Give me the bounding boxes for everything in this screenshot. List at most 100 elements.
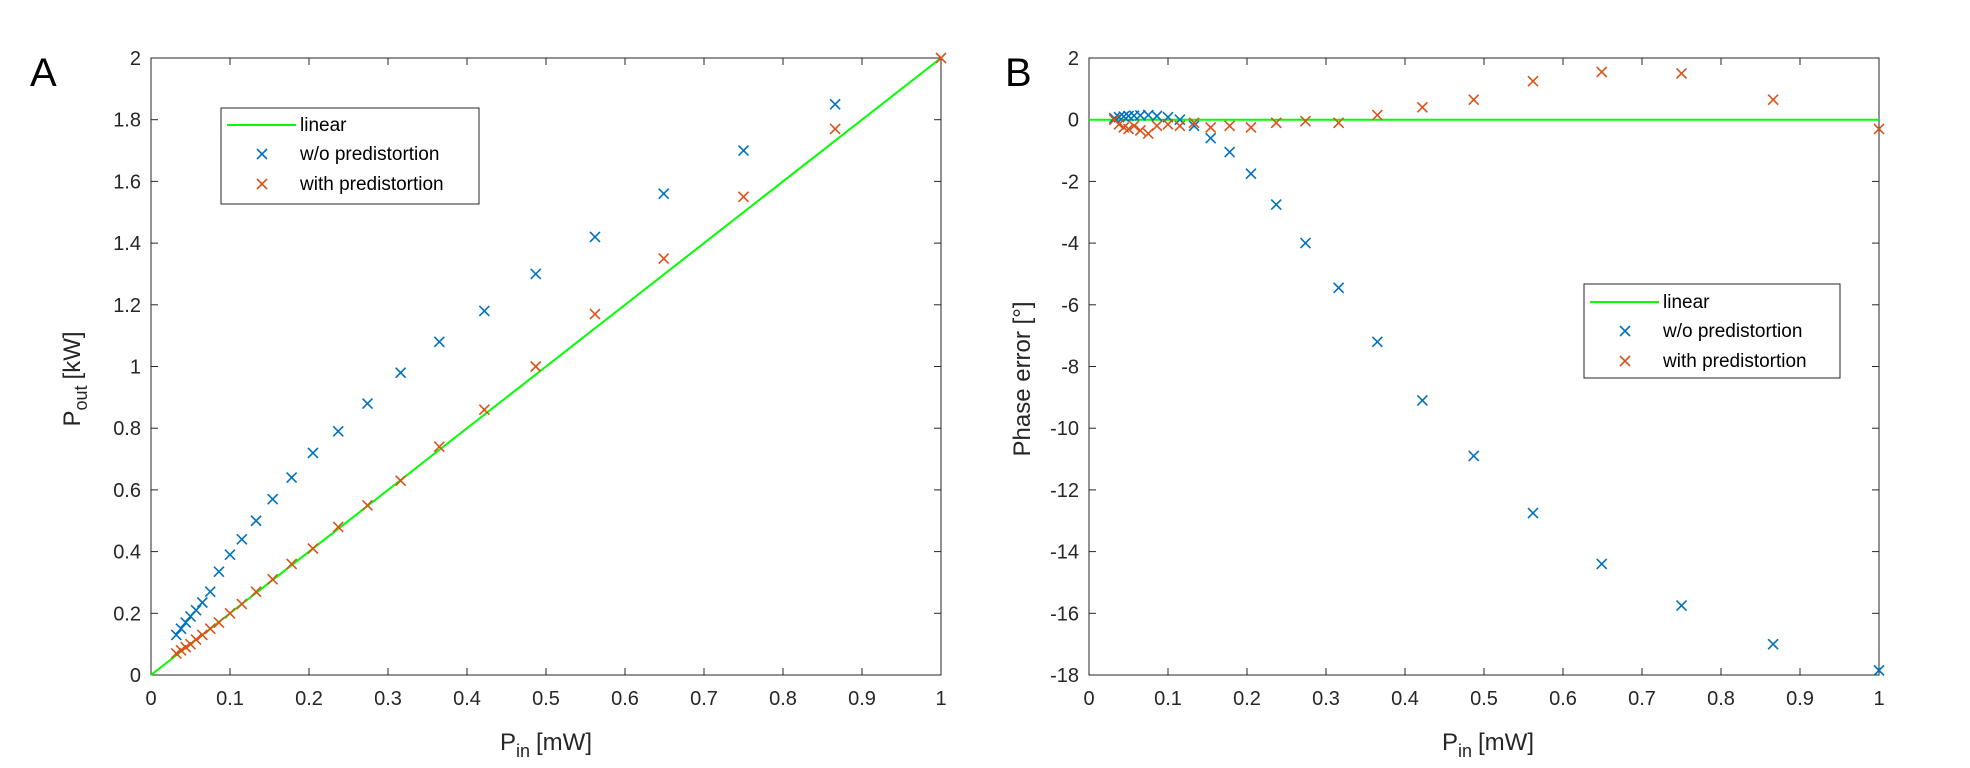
point-with-predistortion-b-stroke xyxy=(1188,117,1200,129)
point-with-predistortion-b-stroke xyxy=(1371,109,1383,121)
point-wo-predistortion-a xyxy=(332,425,344,437)
point-with-predistortion-b xyxy=(1188,117,1200,129)
point-wo-predistortion-b-stroke xyxy=(1675,600,1688,612)
x-tick-label-a: 0.7 xyxy=(690,688,718,710)
point-with-predistortion-b-stroke xyxy=(1299,115,1312,127)
x-tick-label-a: 0.9 xyxy=(848,688,876,710)
panel-a-ylabel: Pout [kW] xyxy=(59,331,91,426)
y-tick-label-b: -4 xyxy=(1061,233,1079,255)
point-wo-predistortion-a-stroke xyxy=(332,425,344,437)
point-wo-predistortion-a-stroke xyxy=(737,144,750,157)
point-wo-predistortion-a xyxy=(658,188,670,200)
y-tick-label-b: -12 xyxy=(1050,480,1079,502)
point-with-predistortion-a xyxy=(224,607,236,619)
x-tick-label-a: 0.2 xyxy=(295,688,323,710)
point-wo-predistortion-a-stroke xyxy=(658,188,670,200)
y-tick-label-a: 1.4 xyxy=(113,233,141,255)
point-wo-predistortion-a-stroke xyxy=(224,549,236,561)
point-with-predistortion-b xyxy=(1134,124,1146,137)
point-with-predistortion-b-stroke xyxy=(1596,66,1608,78)
y-tick-label-b: -10 xyxy=(1050,418,1079,440)
point-with-predistortion-a xyxy=(332,521,344,533)
point-wo-predistortion-b xyxy=(1596,558,1608,570)
point-wo-predistortion-a-stroke xyxy=(307,447,319,459)
x-tick-label-a: 0.8 xyxy=(769,688,797,710)
point-with-predistortion-a-stroke xyxy=(204,623,216,635)
point-wo-predistortion-b-stroke xyxy=(1371,336,1383,348)
point-with-predistortion-a-stroke xyxy=(250,586,262,598)
point-with-predistortion-a xyxy=(658,252,670,265)
x-tick-label-b: 0.4 xyxy=(1391,688,1419,710)
panel-a-ylabel-main: P xyxy=(59,411,86,427)
point-with-predistortion-a-stroke xyxy=(180,641,192,653)
series-linear-line-a xyxy=(150,57,942,676)
panel-a-ylabel-sub: out xyxy=(71,385,91,410)
legend-a-with-label: with predistortion xyxy=(299,174,444,195)
point-wo-predistortion-a-stroke xyxy=(829,98,841,110)
legend-b-wo-swatch xyxy=(1619,325,1631,337)
point-wo-predistortion-a xyxy=(190,604,202,616)
point-wo-predistortion-a xyxy=(478,305,490,317)
point-with-predistortion-a xyxy=(267,573,279,585)
point-wo-predistortion-b xyxy=(1371,336,1383,348)
panel-b: B 0 0.1 0.2 0.3 0.4 0.5 0.6 0.7 0.8 0.9 1 -18 -16 -14… xyxy=(1005,48,1885,761)
point-with-predistortion-a xyxy=(170,647,182,659)
legend-b-with-swatch xyxy=(1619,355,1631,367)
point-with-predistortion-a xyxy=(530,360,542,373)
point-with-predistortion-b-stroke xyxy=(1122,123,1135,135)
x-tick-label-b: 0.9 xyxy=(1786,688,1814,710)
point-with-predistortion-a xyxy=(395,475,407,487)
point-wo-predistortion-b xyxy=(1416,394,1428,407)
point-wo-predistortion-a xyxy=(433,336,445,348)
point-with-predistortion-b-stroke xyxy=(1162,118,1174,130)
point-wo-predistortion-a-stroke xyxy=(250,515,262,527)
point-wo-predistortion-a-stroke xyxy=(286,471,298,484)
point-with-predistortion-a-stroke xyxy=(935,52,947,64)
point-with-predistortion-b-stroke xyxy=(1134,124,1146,137)
y-tick-label-b: -8 xyxy=(1061,357,1079,379)
point-with-predistortion-b xyxy=(1468,94,1480,106)
panel-b-label: B xyxy=(1005,51,1032,95)
point-with-predistortion-b-stroke xyxy=(1245,121,1257,133)
point-wo-predistortion-b-stroke xyxy=(1188,120,1200,132)
point-with-predistortion-b xyxy=(1245,121,1257,133)
point-with-predistortion-a xyxy=(307,542,319,555)
point-wo-predistortion-a-stroke xyxy=(395,367,407,379)
point-wo-predistortion-b-stroke xyxy=(1270,198,1282,211)
point-with-predistortion-b xyxy=(1128,120,1140,132)
point-with-predistortion-a-stroke xyxy=(170,647,182,659)
x-tick-label-a: 0.1 xyxy=(216,688,244,710)
point-with-predistortion-b-stroke xyxy=(1873,123,1885,135)
point-with-predistortion-a xyxy=(250,586,262,598)
y-tick-label-b: 0 xyxy=(1068,110,1079,132)
point-wo-predistortion-a-stroke xyxy=(170,629,182,641)
point-wo-predistortion-b xyxy=(1188,120,1200,132)
point-wo-predistortion-a-stroke xyxy=(180,616,192,629)
point-wo-predistortion-a xyxy=(361,397,374,410)
point-with-predistortion-b xyxy=(1162,118,1174,130)
point-with-predistortion-b-stroke xyxy=(1270,117,1282,129)
point-with-predistortion-b-stroke xyxy=(1118,121,1130,133)
point-with-predistortion-b xyxy=(1205,121,1217,133)
point-wo-predistortion-b-stroke xyxy=(1151,110,1163,122)
panel-b-ylabel: Phase error [°] xyxy=(1009,302,1036,457)
x-tick-label-b: 0.6 xyxy=(1549,688,1577,710)
point-wo-predistortion-b xyxy=(1333,282,1345,294)
y-tick-label-a: 2 xyxy=(130,48,141,70)
point-with-predistortion-a-stroke xyxy=(395,475,407,487)
point-with-predistortion-a-stroke xyxy=(267,573,279,585)
point-with-predistortion-b xyxy=(1596,66,1608,78)
panel-b-xlabel-unit: [mW] xyxy=(1478,729,1534,756)
x-tick-label-a: 0.4 xyxy=(453,688,481,710)
point-with-predistortion-b-stroke xyxy=(1151,120,1163,132)
point-with-predistortion-b-stroke xyxy=(1128,120,1140,132)
x-tick-label-a: 0.3 xyxy=(374,688,402,710)
point-with-predistortion-b-stroke xyxy=(1675,67,1688,79)
point-wo-predistortion-a xyxy=(170,629,182,641)
point-wo-predistortion-b-stroke xyxy=(1333,282,1345,294)
panel-a-label: A xyxy=(30,51,57,95)
panel-a-ylabel-unit: [kW] xyxy=(59,331,86,379)
legend-b-with-label: with predistortion xyxy=(1662,351,1807,372)
x-tick-label-b: 0 xyxy=(1083,688,1094,710)
